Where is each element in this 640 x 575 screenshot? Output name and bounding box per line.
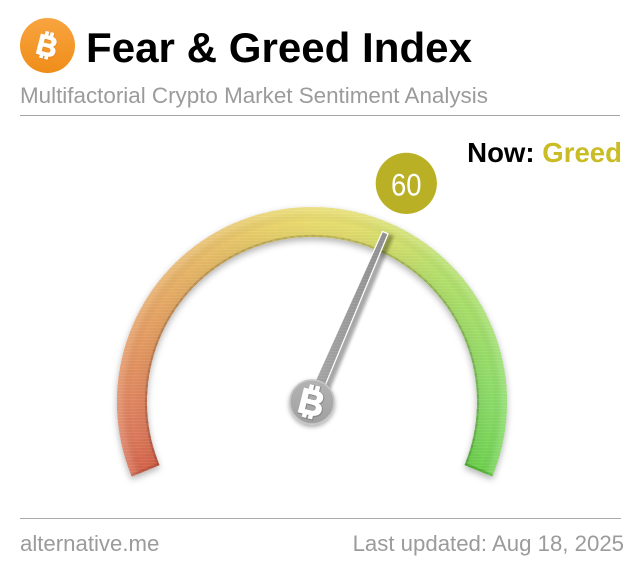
svg-text:60: 60: [391, 168, 422, 203]
